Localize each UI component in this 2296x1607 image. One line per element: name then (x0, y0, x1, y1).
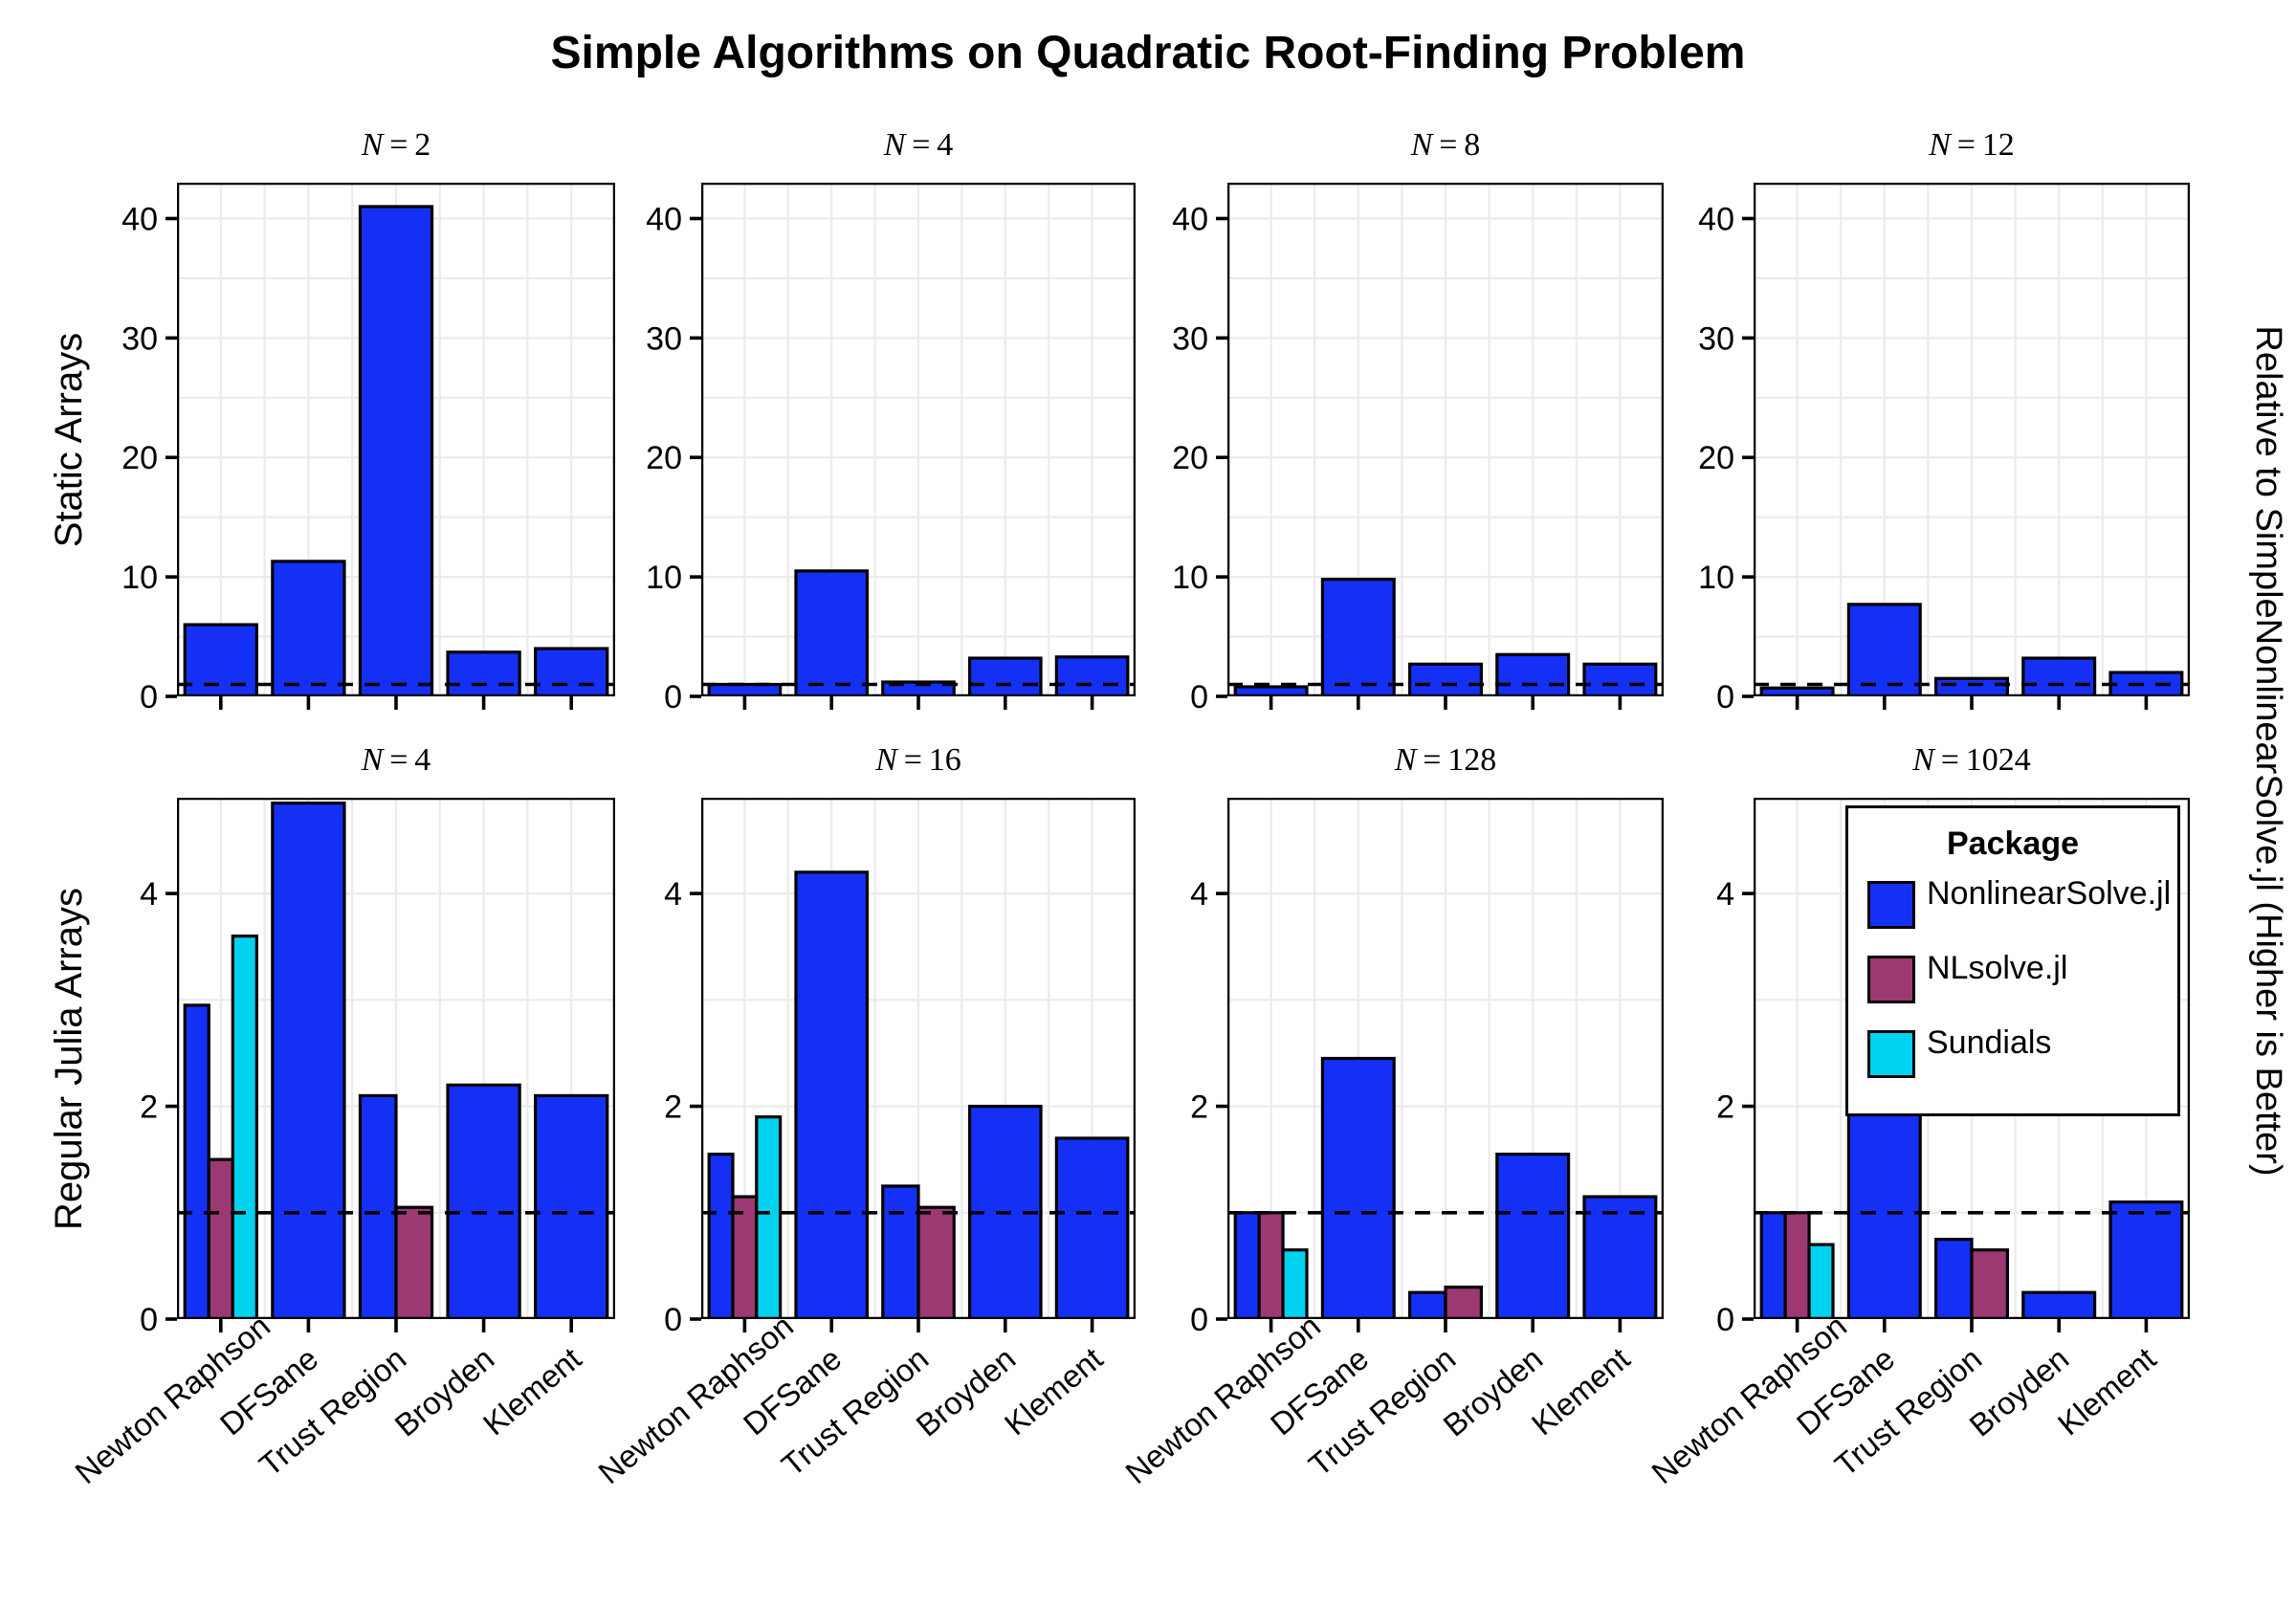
svg-text:4: 4 (1716, 876, 1734, 913)
svg-text:0: 0 (1190, 679, 1208, 715)
svg-text:2: 2 (664, 1090, 682, 1126)
svg-text:0: 0 (1190, 1302, 1208, 1338)
svg-text:0: 0 (664, 1302, 682, 1338)
svg-text:10: 10 (1172, 560, 1208, 596)
svg-text:4: 4 (664, 876, 682, 913)
svg-text:0: 0 (140, 679, 158, 715)
svg-text:0: 0 (1716, 679, 1734, 715)
svg-text:10: 10 (1698, 560, 1734, 596)
svg-text:20: 20 (646, 440, 682, 476)
svg-text:30: 30 (646, 320, 682, 357)
svg-text:0: 0 (664, 679, 682, 715)
svg-text:2: 2 (1716, 1090, 1734, 1126)
svg-text:2: 2 (140, 1090, 158, 1126)
svg-text:40: 40 (121, 201, 158, 237)
svg-text:4: 4 (140, 876, 158, 913)
svg-text:30: 30 (121, 320, 158, 357)
svg-text:20: 20 (121, 440, 158, 476)
svg-text:30: 30 (1172, 320, 1208, 357)
svg-text:30: 30 (1698, 320, 1734, 357)
svg-text:40: 40 (646, 201, 682, 237)
svg-text:0: 0 (140, 1302, 158, 1338)
svg-text:20: 20 (1698, 440, 1734, 476)
svg-text:20: 20 (1172, 440, 1208, 476)
svg-text:2: 2 (1190, 1090, 1208, 1126)
svg-text:10: 10 (121, 560, 158, 596)
svg-text:0: 0 (1716, 1302, 1734, 1338)
svg-text:10: 10 (646, 560, 682, 596)
svg-text:40: 40 (1172, 201, 1208, 237)
svg-text:40: 40 (1698, 201, 1734, 237)
svg-text:4: 4 (1190, 876, 1208, 913)
